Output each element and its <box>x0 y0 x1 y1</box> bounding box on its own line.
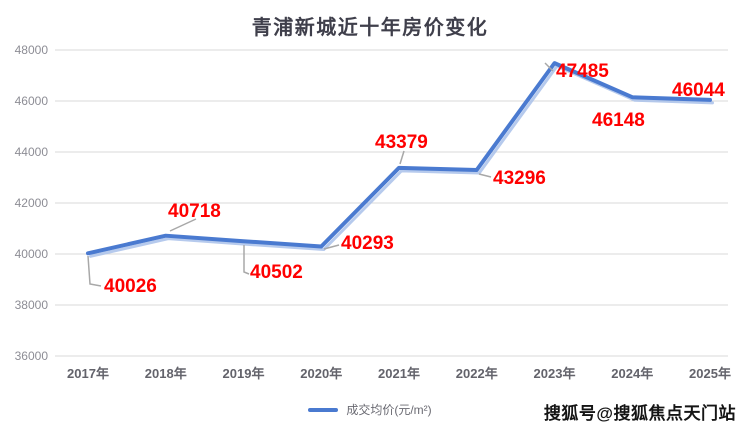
watermark: 搜狐号@搜狐焦点天门站 <box>543 404 736 423</box>
y-axis-label: 38000 <box>15 298 49 312</box>
y-axis-label: 40000 <box>15 247 49 261</box>
x-axis-label: 2019年 <box>223 366 265 381</box>
label-leader-line <box>323 244 340 250</box>
label-leader-line <box>87 255 102 287</box>
legend-line-marker <box>308 407 339 412</box>
y-axis-label: 48000 <box>15 43 49 57</box>
x-axis-label: 2017年 <box>67 366 109 381</box>
y-axis-label: 42000 <box>15 196 49 210</box>
chart-title: 青浦新城近十年房价变化 <box>251 17 489 39</box>
data-label: 43296 <box>493 168 546 189</box>
label-leader-line <box>478 173 492 178</box>
data-label: 40718 <box>168 201 221 222</box>
legend: 成交均价(元/m²) <box>0 401 740 418</box>
label-leader-line <box>544 62 554 72</box>
price-line <box>86 61 712 256</box>
x-axis-label: 2022年 <box>456 366 498 381</box>
x-axis-label: 2023年 <box>534 366 576 381</box>
data-label: 47485 <box>556 61 609 82</box>
legend-series-label: 成交均价(元/m²) <box>346 403 432 417</box>
label-leader-line <box>169 218 197 232</box>
x-axis-label: 2020年 <box>300 366 342 381</box>
y-axis-label: 46000 <box>15 94 49 108</box>
data-label: 43379 <box>375 132 428 153</box>
x-axis-label: 2025年 <box>689 366 731 381</box>
label-leader-line <box>243 245 250 275</box>
data-label: 40293 <box>341 233 394 254</box>
x-axis-label: 2024年 <box>611 366 653 381</box>
data-label: 40502 <box>250 262 303 283</box>
x-axis-label: 2021年 <box>378 366 420 381</box>
y-axis-label: 36000 <box>15 349 49 363</box>
y-axis-label: 44000 <box>15 145 49 159</box>
data-label: 46044 <box>672 80 725 101</box>
data-label: 46148 <box>592 110 645 131</box>
label-leader-line <box>399 150 405 165</box>
x-axis-label: 2018年 <box>145 366 187 381</box>
data-label: 40026 <box>104 276 157 297</box>
